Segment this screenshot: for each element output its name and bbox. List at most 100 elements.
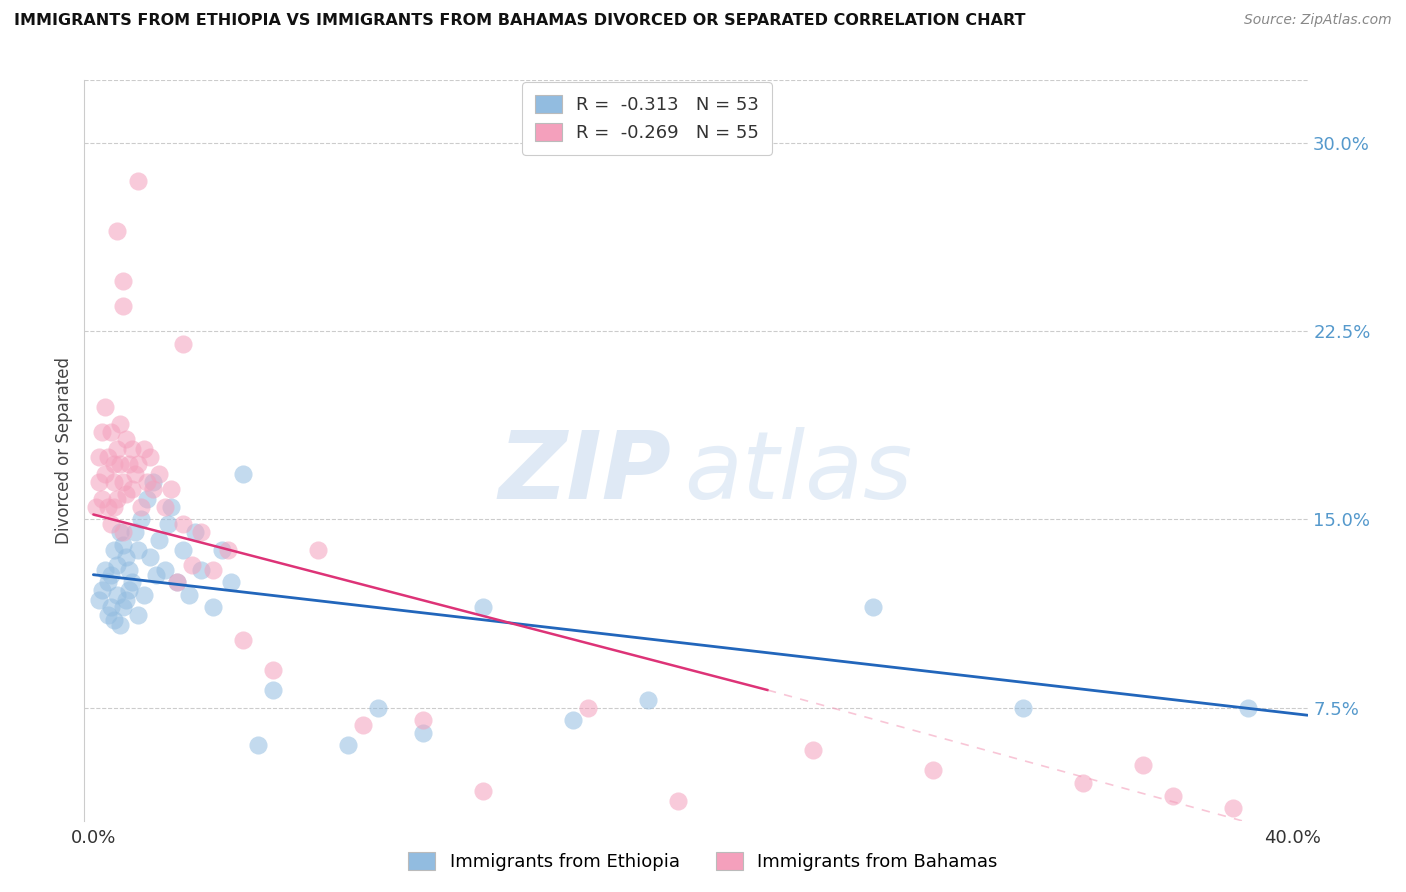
- Point: [412, 726, 434, 740]
- Point: [112, 299, 135, 313]
- Point: [112, 600, 135, 615]
- Point: [472, 783, 495, 797]
- Point: [262, 683, 284, 698]
- Point: [1071, 776, 1094, 790]
- Point: [184, 524, 207, 539]
- Point: [100, 425, 122, 439]
- Point: [94, 563, 117, 577]
- Point: [115, 432, 138, 446]
- Text: atlas: atlas: [683, 427, 912, 518]
- Point: [103, 613, 125, 627]
- Point: [862, 600, 884, 615]
- Point: [576, 700, 599, 714]
- Point: [142, 475, 165, 489]
- Point: [148, 467, 170, 482]
- Point: [412, 713, 434, 727]
- Point: [105, 224, 128, 238]
- Point: [121, 575, 143, 590]
- Point: [472, 600, 495, 615]
- Point: [179, 588, 201, 602]
- Point: [337, 739, 360, 753]
- Point: [131, 500, 153, 514]
- Point: [89, 475, 111, 489]
- Point: [131, 512, 153, 526]
- Point: [148, 533, 170, 547]
- Point: [232, 467, 254, 482]
- Point: [202, 563, 225, 577]
- Point: [637, 693, 659, 707]
- Point: [105, 492, 128, 507]
- Point: [100, 600, 122, 615]
- Point: [160, 500, 183, 514]
- Point: [134, 442, 156, 457]
- Point: [1161, 789, 1184, 803]
- Point: [142, 483, 165, 497]
- Point: [103, 542, 125, 557]
- Point: [103, 500, 125, 514]
- Point: [127, 542, 149, 557]
- Point: [91, 582, 114, 597]
- Point: [1132, 758, 1154, 772]
- Point: [562, 713, 585, 727]
- Point: [127, 174, 149, 188]
- Point: [115, 487, 138, 501]
- Point: [118, 457, 141, 471]
- Point: [105, 558, 128, 572]
- Point: [134, 588, 156, 602]
- Point: [155, 500, 177, 514]
- Point: [1222, 801, 1244, 815]
- Point: [112, 475, 135, 489]
- Legend: R =  -0.313   N = 53, R =  -0.269   N = 55: R = -0.313 N = 53, R = -0.269 N = 55: [522, 82, 772, 155]
- Point: [118, 563, 141, 577]
- Y-axis label: Divorced or Separated: Divorced or Separated: [55, 357, 73, 544]
- Point: [202, 600, 225, 615]
- Point: [160, 483, 183, 497]
- Point: [110, 618, 132, 632]
- Point: [105, 442, 128, 457]
- Point: [110, 524, 132, 539]
- Point: [181, 558, 204, 572]
- Point: [172, 542, 194, 557]
- Point: [139, 450, 162, 464]
- Point: [172, 336, 194, 351]
- Point: [1011, 700, 1033, 714]
- Point: [124, 524, 146, 539]
- Point: [172, 517, 194, 532]
- Text: Source: ZipAtlas.com: Source: ZipAtlas.com: [1244, 13, 1392, 28]
- Point: [91, 492, 114, 507]
- Point: [97, 607, 120, 622]
- Point: [89, 450, 111, 464]
- Point: [115, 550, 138, 565]
- Point: [247, 739, 270, 753]
- Point: [166, 575, 188, 590]
- Point: [352, 718, 374, 732]
- Point: [121, 483, 143, 497]
- Point: [89, 592, 111, 607]
- Point: [112, 538, 135, 552]
- Point: [157, 517, 180, 532]
- Point: [145, 567, 167, 582]
- Point: [94, 467, 117, 482]
- Point: [91, 425, 114, 439]
- Point: [110, 457, 132, 471]
- Point: [127, 457, 149, 471]
- Point: [112, 524, 135, 539]
- Text: IMMIGRANTS FROM ETHIOPIA VS IMMIGRANTS FROM BAHAMAS DIVORCED OR SEPARATED CORREL: IMMIGRANTS FROM ETHIOPIA VS IMMIGRANTS F…: [14, 13, 1025, 29]
- Point: [121, 442, 143, 457]
- Point: [211, 542, 233, 557]
- Point: [124, 467, 146, 482]
- Point: [219, 575, 242, 590]
- Point: [100, 517, 122, 532]
- Point: [110, 417, 132, 431]
- Point: [1236, 700, 1258, 714]
- Point: [307, 542, 329, 557]
- Point: [97, 575, 120, 590]
- Point: [86, 500, 108, 514]
- Point: [190, 524, 212, 539]
- Point: [190, 563, 212, 577]
- Point: [103, 457, 125, 471]
- Point: [367, 700, 389, 714]
- Point: [232, 632, 254, 647]
- Point: [217, 542, 239, 557]
- Point: [801, 743, 824, 757]
